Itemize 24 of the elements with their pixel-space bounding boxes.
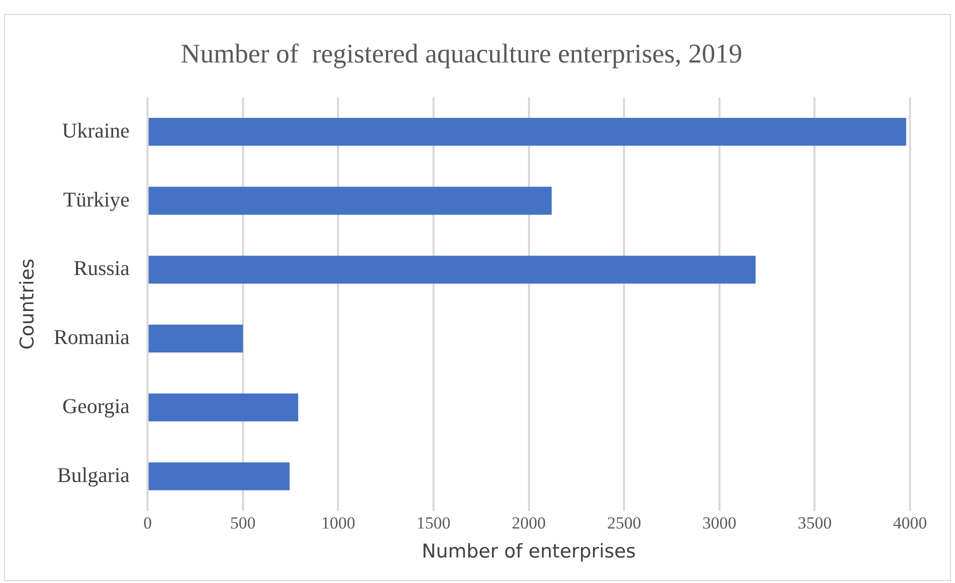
x-tick-label: 3000 <box>702 513 736 532</box>
y-tick-label: Ukraine <box>62 118 130 142</box>
y-tick-label: Türkiye <box>63 187 130 212</box>
y-tick-label: Romania <box>54 325 130 350</box>
x-tick-label: 2000 <box>512 513 546 532</box>
x-tick-label: 500 <box>230 513 256 532</box>
bar <box>148 394 298 422</box>
chart-title: Number of registered aquaculture enterprises, 2019 <box>180 38 742 68</box>
bar <box>148 186 552 215</box>
x-tick-label: 3500 <box>798 513 832 532</box>
bar <box>148 462 290 490</box>
x-axis-title: Number of enterprises <box>422 540 636 563</box>
y-axis-title: Countries <box>16 258 38 350</box>
bar <box>148 256 756 284</box>
x-tick-label: 2500 <box>607 513 642 532</box>
x-tick-label: 1000 <box>321 513 356 532</box>
x-tick-label: 1500 <box>416 513 451 532</box>
y-tick-label: Georgia <box>62 394 130 418</box>
y-tick-label: Russia <box>74 256 130 280</box>
x-tick-label: 4000 <box>893 513 927 532</box>
y-tick-label: Bulgaria <box>57 462 130 487</box>
x-tick-label: 0 <box>143 513 152 532</box>
bar <box>148 324 243 353</box>
bar <box>148 118 906 146</box>
